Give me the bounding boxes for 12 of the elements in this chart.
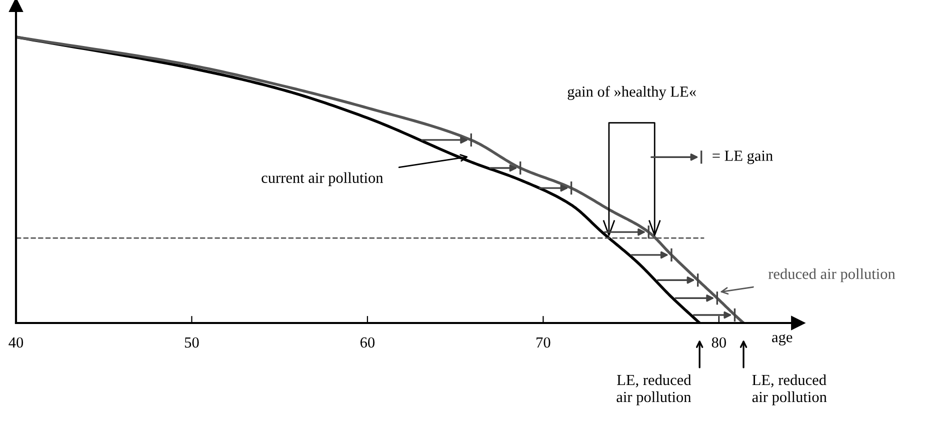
x-tick-label: 80	[712, 337, 726, 348]
annotation: = LE gain	[712, 150, 773, 164]
text: LE, reduced air pollution	[752, 374, 827, 406]
annotation: gain of »healthy LE«	[568, 86, 696, 100]
text: reduced air pollution	[768, 268, 896, 282]
x-tick-label: 40	[8, 337, 24, 348]
x-axis-title: age	[772, 334, 792, 346]
text: LE, reduced air pollution	[616, 374, 692, 406]
x-tick-label: 60	[360, 337, 375, 348]
text: current air pollution	[262, 172, 384, 186]
x-tick-label: 50	[184, 337, 199, 348]
x-tick-label: 70	[536, 337, 550, 348]
